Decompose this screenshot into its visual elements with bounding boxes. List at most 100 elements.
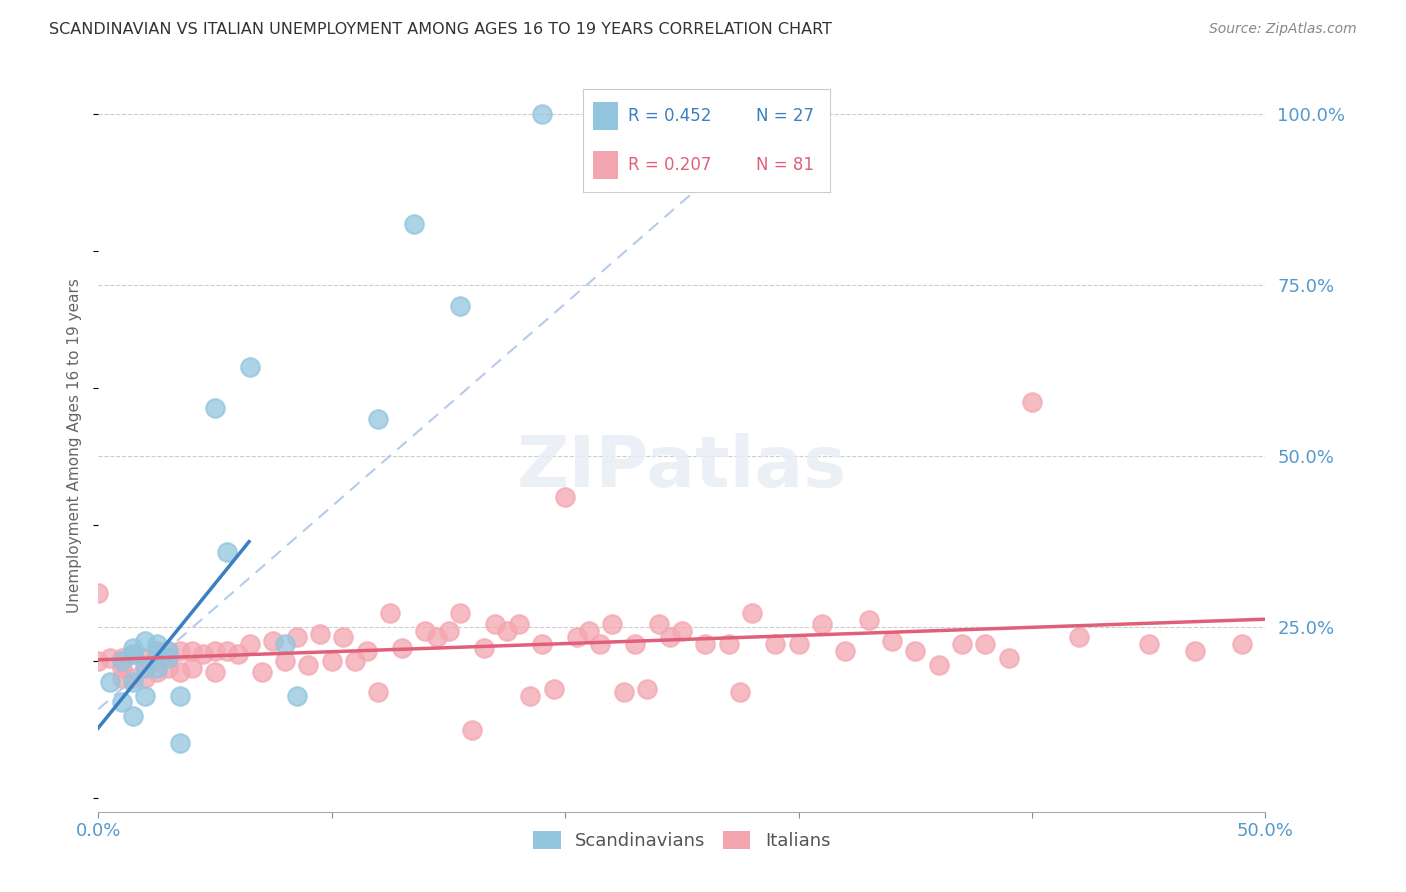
Scandinavians bbox=[285, 689, 308, 703]
Scandinavians bbox=[134, 661, 156, 675]
Scandinavians bbox=[157, 651, 180, 665]
Italians bbox=[87, 586, 110, 600]
Text: SCANDINAVIAN VS ITALIAN UNEMPLOYMENT AMONG AGES 16 TO 19 YEARS CORRELATION CHART: SCANDINAVIAN VS ITALIAN UNEMPLOYMENT AMO… bbox=[49, 22, 832, 37]
Scandinavians bbox=[600, 107, 623, 121]
Italians bbox=[1230, 637, 1253, 651]
Scandinavians bbox=[169, 689, 191, 703]
Italians bbox=[717, 637, 740, 651]
Italians bbox=[332, 631, 354, 645]
Italians bbox=[578, 624, 600, 638]
Scandinavians bbox=[157, 644, 180, 658]
Italians bbox=[344, 654, 367, 668]
Italians bbox=[763, 637, 786, 651]
Italians bbox=[519, 689, 541, 703]
Italians bbox=[787, 637, 810, 651]
Italians bbox=[543, 681, 565, 696]
Bar bbox=[593, 102, 619, 130]
Italians bbox=[636, 681, 658, 696]
Italians bbox=[180, 661, 202, 675]
Scandinavians bbox=[122, 648, 145, 662]
Italians bbox=[659, 631, 682, 645]
Italians bbox=[1184, 644, 1206, 658]
Italians bbox=[600, 616, 623, 631]
Italians bbox=[146, 654, 169, 668]
Italians bbox=[204, 665, 226, 679]
Italians bbox=[309, 627, 332, 641]
Text: R = 0.207: R = 0.207 bbox=[627, 156, 711, 174]
Italians bbox=[228, 648, 250, 662]
Italians bbox=[285, 631, 308, 645]
Bar bbox=[593, 151, 619, 179]
Italians bbox=[437, 624, 460, 638]
Italians bbox=[274, 654, 297, 668]
Scandinavians bbox=[134, 689, 156, 703]
Italians bbox=[472, 640, 495, 655]
Italians bbox=[204, 644, 226, 658]
Italians bbox=[157, 661, 180, 675]
Italians bbox=[134, 657, 156, 672]
Scandinavians bbox=[146, 661, 169, 675]
Italians bbox=[811, 616, 834, 631]
Italians bbox=[1021, 394, 1043, 409]
Italians bbox=[613, 685, 636, 699]
Italians bbox=[157, 644, 180, 658]
Italians bbox=[297, 657, 319, 672]
Italians bbox=[111, 651, 134, 665]
Italians bbox=[449, 607, 471, 621]
Text: N = 81: N = 81 bbox=[756, 156, 814, 174]
Italians bbox=[215, 644, 238, 658]
Italians bbox=[111, 661, 134, 675]
Italians bbox=[239, 637, 262, 651]
Italians bbox=[134, 651, 156, 665]
Scandinavians bbox=[274, 637, 297, 651]
Scandinavians bbox=[169, 736, 191, 750]
Italians bbox=[1067, 631, 1090, 645]
Italians bbox=[1137, 637, 1160, 651]
Italians bbox=[647, 616, 669, 631]
Italians bbox=[180, 644, 202, 658]
Italians bbox=[880, 633, 903, 648]
Text: N = 27: N = 27 bbox=[756, 107, 814, 125]
Italians bbox=[461, 723, 484, 737]
Italians bbox=[730, 685, 752, 699]
Italians bbox=[321, 654, 343, 668]
Italians bbox=[134, 672, 156, 686]
Scandinavians bbox=[530, 107, 553, 121]
Italians bbox=[169, 665, 191, 679]
Italians bbox=[391, 640, 413, 655]
Scandinavians bbox=[402, 217, 425, 231]
Italians bbox=[146, 665, 169, 679]
Italians bbox=[169, 644, 191, 658]
Italians bbox=[554, 490, 576, 504]
Scandinavians bbox=[122, 640, 145, 655]
Italians bbox=[484, 616, 506, 631]
Italians bbox=[508, 616, 530, 631]
Scandinavians bbox=[122, 674, 145, 689]
Italians bbox=[111, 672, 134, 686]
Italians bbox=[858, 613, 880, 627]
Text: ZIPatlas: ZIPatlas bbox=[517, 434, 846, 502]
Italians bbox=[530, 637, 553, 651]
Italians bbox=[146, 644, 169, 658]
Scandinavians bbox=[146, 637, 169, 651]
Italians bbox=[671, 624, 693, 638]
Italians bbox=[928, 657, 950, 672]
Italians bbox=[741, 607, 763, 621]
Italians bbox=[262, 633, 284, 648]
Italians bbox=[834, 644, 856, 658]
Scandinavians bbox=[98, 674, 121, 689]
Scandinavians bbox=[449, 299, 471, 313]
Text: R = 0.452: R = 0.452 bbox=[627, 107, 711, 125]
Y-axis label: Unemployment Among Ages 16 to 19 years: Unemployment Among Ages 16 to 19 years bbox=[67, 278, 83, 614]
Italians bbox=[695, 637, 717, 651]
Italians bbox=[904, 644, 927, 658]
Italians bbox=[250, 665, 273, 679]
Italians bbox=[122, 672, 145, 686]
Italians bbox=[122, 648, 145, 662]
Scandinavians bbox=[239, 360, 262, 375]
Scandinavians bbox=[122, 709, 145, 723]
Italians bbox=[974, 637, 997, 651]
Italians bbox=[413, 624, 436, 638]
Italians bbox=[426, 631, 449, 645]
Scandinavians bbox=[111, 654, 134, 668]
